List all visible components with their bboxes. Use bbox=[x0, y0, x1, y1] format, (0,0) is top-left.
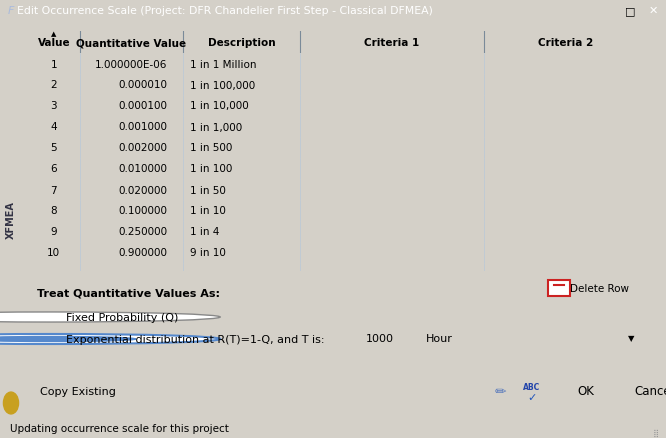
Text: 1 in 4: 1 in 4 bbox=[190, 227, 220, 237]
Text: 0.001000: 0.001000 bbox=[119, 122, 168, 132]
Text: 5: 5 bbox=[51, 143, 57, 153]
Text: 6: 6 bbox=[51, 164, 57, 174]
Text: Fixed Probability (Q): Fixed Probability (Q) bbox=[66, 312, 178, 322]
Text: 0.250000: 0.250000 bbox=[119, 227, 168, 237]
Text: ABC: ABC bbox=[523, 382, 541, 391]
Text: F: F bbox=[8, 6, 15, 16]
Text: 0.000100: 0.000100 bbox=[119, 101, 168, 111]
Text: 4: 4 bbox=[51, 122, 57, 132]
Text: 0.020000: 0.020000 bbox=[119, 185, 168, 195]
Text: ✏: ✏ bbox=[494, 384, 505, 398]
Text: Quantitative Value: Quantitative Value bbox=[77, 38, 186, 48]
Text: Hour: Hour bbox=[426, 333, 453, 343]
Text: 1 in 10,000: 1 in 10,000 bbox=[190, 101, 249, 111]
Text: ▼: ▼ bbox=[628, 334, 634, 343]
Text: OK: OK bbox=[577, 385, 595, 398]
Text: 1 in 100: 1 in 100 bbox=[190, 164, 233, 174]
Text: Cancel: Cancel bbox=[634, 385, 666, 398]
Text: XFMEA: XFMEA bbox=[6, 201, 16, 239]
Text: 0.010000: 0.010000 bbox=[119, 164, 168, 174]
Text: 1.000000E-06: 1.000000E-06 bbox=[95, 60, 168, 69]
Text: Description: Description bbox=[208, 38, 276, 48]
Text: Copy Existing: Copy Existing bbox=[40, 386, 116, 396]
Text: 7: 7 bbox=[51, 185, 57, 195]
Text: Value: Value bbox=[37, 38, 70, 48]
Text: 0.900000: 0.900000 bbox=[119, 248, 168, 258]
Text: Delete Row: Delete Row bbox=[569, 283, 629, 293]
Text: 1 in 1,000: 1 in 1,000 bbox=[190, 122, 242, 132]
Text: □: □ bbox=[625, 6, 635, 16]
Text: Exponential distribution at R(T)=1-Q, and T is:: Exponential distribution at R(T)=1-Q, an… bbox=[66, 334, 325, 344]
Text: 1 in 1 Million: 1 in 1 Million bbox=[190, 60, 257, 69]
Text: 3: 3 bbox=[51, 101, 57, 111]
Circle shape bbox=[3, 392, 19, 414]
Text: 0.000010: 0.000010 bbox=[119, 80, 168, 90]
Text: Criteria 2: Criteria 2 bbox=[538, 38, 593, 48]
Circle shape bbox=[0, 312, 220, 322]
Text: ▲: ▲ bbox=[51, 32, 57, 38]
Circle shape bbox=[0, 337, 136, 342]
Text: 8: 8 bbox=[51, 206, 57, 216]
Text: 2: 2 bbox=[51, 80, 57, 90]
Text: 1 in 10: 1 in 10 bbox=[190, 206, 226, 216]
Text: ✕: ✕ bbox=[648, 6, 658, 16]
Text: Treat Quantitative Values As:: Treat Quantitative Values As: bbox=[37, 288, 220, 298]
Text: Updating occurrence scale for this project: Updating occurrence scale for this proje… bbox=[10, 423, 229, 433]
Text: 1 in 500: 1 in 500 bbox=[190, 143, 233, 153]
Text: 0.002000: 0.002000 bbox=[119, 143, 168, 153]
Text: 0.100000: 0.100000 bbox=[119, 206, 168, 216]
Text: 1: 1 bbox=[51, 60, 57, 69]
Text: 1 in 100,000: 1 in 100,000 bbox=[190, 80, 256, 90]
Text: 9: 9 bbox=[51, 227, 57, 237]
Text: Edit Occurrence Scale (Project: DFR Chandelier First Step - Classical DFMEA): Edit Occurrence Scale (Project: DFR Chan… bbox=[17, 6, 432, 16]
Circle shape bbox=[0, 334, 220, 344]
Text: ⣿: ⣿ bbox=[653, 427, 659, 437]
Bar bbox=[548, 281, 570, 296]
Text: 1 in 50: 1 in 50 bbox=[190, 185, 226, 195]
Text: Criteria 1: Criteria 1 bbox=[364, 38, 420, 48]
Text: ✓: ✓ bbox=[527, 392, 537, 402]
Text: 9 in 10: 9 in 10 bbox=[190, 248, 226, 258]
Text: 10: 10 bbox=[47, 248, 61, 258]
Text: 1000: 1000 bbox=[366, 333, 394, 343]
